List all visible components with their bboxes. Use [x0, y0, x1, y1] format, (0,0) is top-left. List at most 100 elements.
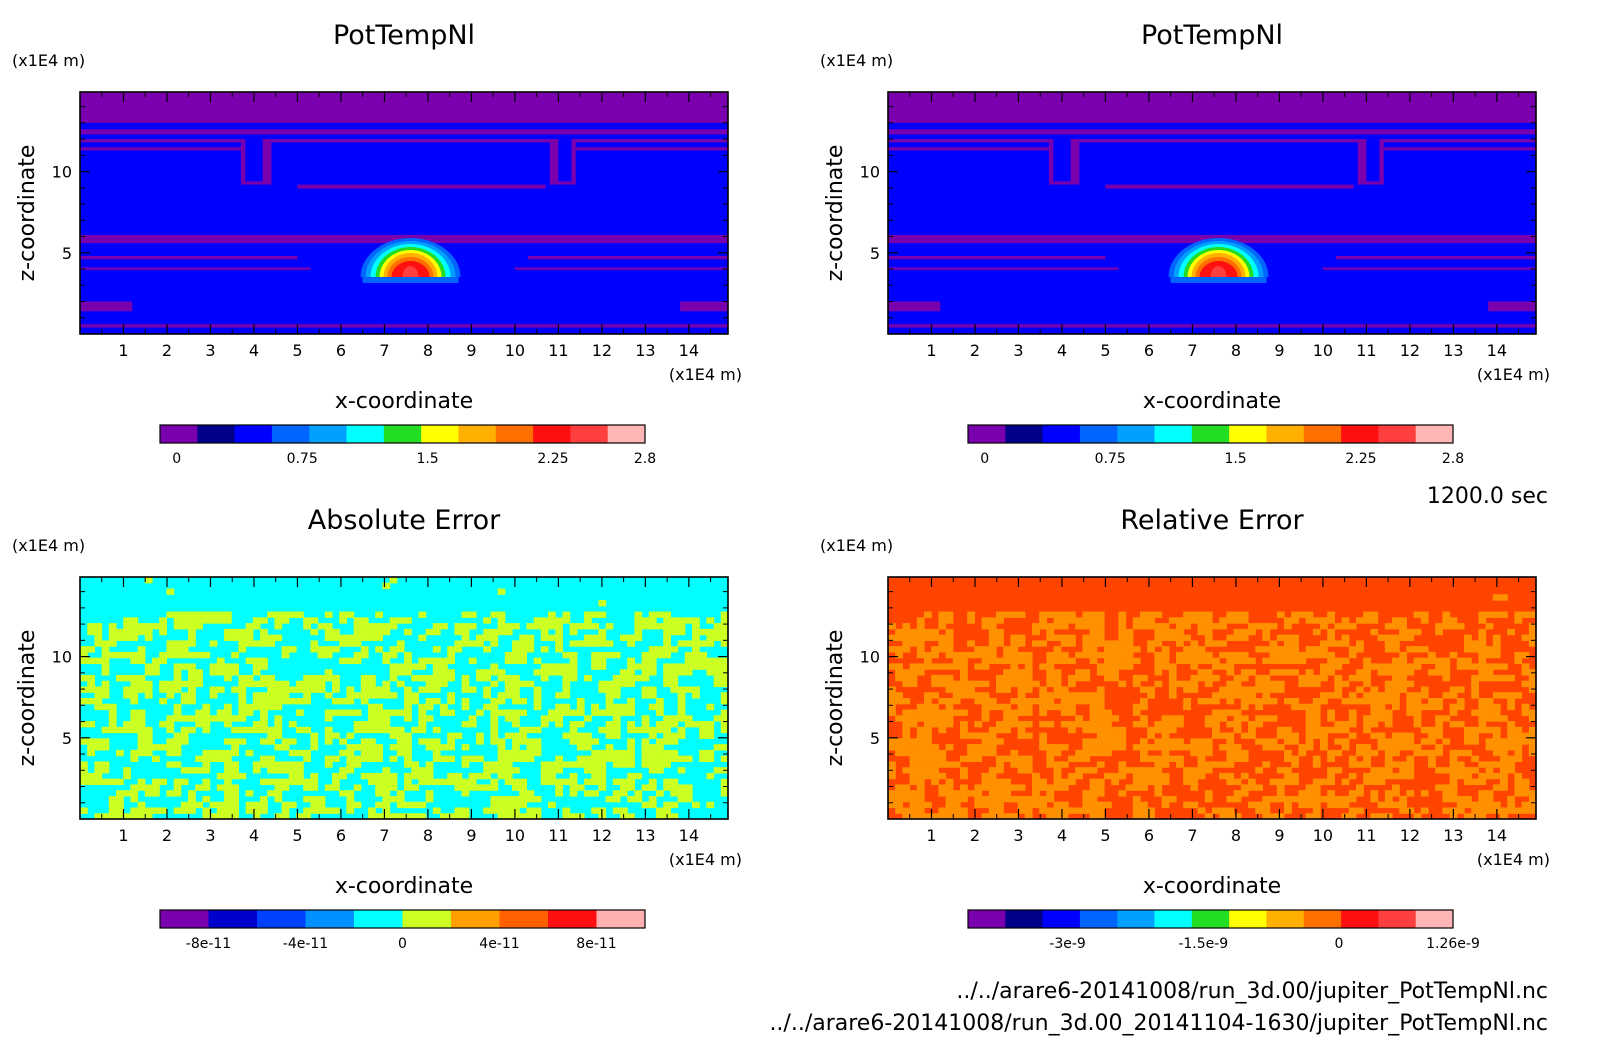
- noise-cell: [960, 692, 968, 699]
- colorbar-swatch: [1079, 910, 1118, 928]
- noise-cell: [1435, 715, 1443, 722]
- noise-cell: [339, 698, 347, 705]
- noise-cell: [1068, 703, 1076, 711]
- noise-cell: [1406, 669, 1415, 676]
- noise-cell: [706, 801, 715, 809]
- noise-cell: [1284, 738, 1292, 745]
- noise-cell: [1226, 611, 1235, 618]
- colorbar-swatch: [271, 425, 310, 443]
- contour-band: [245, 139, 263, 182]
- noise-cell: [360, 744, 369, 751]
- noise-cell: [1320, 744, 1328, 751]
- noise-cell: [497, 698, 506, 705]
- noise-cell: [627, 674, 635, 682]
- noise-cell: [605, 795, 614, 803]
- noise-cell: [555, 663, 563, 670]
- noise-cell: [1024, 732, 1033, 739]
- noise-cell: [1060, 721, 1069, 728]
- noise-cell: [180, 680, 189, 688]
- noise-cell: [209, 611, 218, 618]
- noise-cell: [159, 651, 167, 659]
- noise-cell: [260, 698, 268, 705]
- noise-cell: [490, 761, 499, 768]
- noise-cell: [1147, 726, 1155, 734]
- noise-cell: [1111, 651, 1119, 659]
- noise-cell: [641, 801, 650, 809]
- noise-cell: [548, 801, 556, 809]
- noise-cell: [1276, 634, 1285, 641]
- noise-cell: [677, 726, 686, 734]
- noise-cell: [1017, 755, 1026, 762]
- noise-cell: [519, 755, 527, 762]
- noise-cell: [960, 807, 968, 814]
- noise-cell: [404, 784, 412, 791]
- noise-cell: [180, 715, 189, 722]
- x-tick-label: 14: [1487, 826, 1507, 845]
- noise-cell: [1017, 698, 1026, 705]
- noise-cell: [1485, 709, 1494, 716]
- noise-cell: [144, 784, 153, 791]
- noise-cell: [1212, 698, 1220, 705]
- noise-cell: [231, 749, 239, 757]
- noise-cell: [1219, 732, 1227, 739]
- noise-cell: [1003, 646, 1011, 653]
- noise-cell: [1514, 738, 1523, 745]
- noise-cell: [663, 721, 671, 728]
- noise-cell: [1377, 698, 1386, 705]
- noise-cell: [1399, 686, 1407, 693]
- noise-cell: [260, 703, 268, 711]
- noise-cell: [1096, 813, 1105, 819]
- noise-cell: [188, 790, 196, 797]
- noise-cell: [1032, 790, 1040, 797]
- noise-cell: [1010, 646, 1019, 653]
- noise-cell: [238, 698, 247, 705]
- noise-cell: [296, 709, 304, 716]
- noise-cell: [1161, 651, 1170, 659]
- noise-cell: [1514, 744, 1523, 751]
- noise-cell: [1514, 784, 1523, 791]
- noise-cell: [137, 749, 146, 757]
- noise-cell: [677, 698, 686, 705]
- noise-cell: [1276, 784, 1285, 791]
- noise-cell: [1068, 640, 1076, 647]
- noise-cell: [584, 623, 592, 630]
- colorbar-tick-label: -3e-9: [1049, 936, 1086, 952]
- noise-cell: [1435, 726, 1443, 734]
- noise-cell: [612, 686, 621, 693]
- noise-cell: [1111, 778, 1119, 786]
- contour-band: [80, 324, 728, 328]
- noise-cell: [1240, 755, 1249, 762]
- noise-cell: [1197, 767, 1206, 774]
- noise-cell: [1147, 744, 1155, 751]
- noise-cell: [490, 784, 499, 791]
- noise-cell: [432, 669, 441, 676]
- noise-cell: [1140, 674, 1148, 682]
- noise-cell: [1248, 721, 1256, 728]
- noise-cell: [209, 715, 218, 722]
- noise-cell: [895, 795, 903, 803]
- noise-cell: [952, 709, 961, 716]
- noise-cell: [1492, 640, 1501, 647]
- noise-cell: [238, 640, 247, 647]
- noise-cell: [1075, 749, 1083, 757]
- noise-cell: [382, 813, 391, 819]
- noise-cell: [260, 674, 268, 682]
- noise-cell: [1024, 686, 1033, 693]
- noise-cell: [130, 726, 139, 734]
- noise-cell: [418, 686, 427, 693]
- noise-cell: [1046, 698, 1055, 705]
- noise-cell: [425, 703, 434, 711]
- noise-cell: [1442, 669, 1451, 676]
- noise-cell: [512, 749, 520, 757]
- noise-cell: [137, 674, 146, 682]
- noise-cell: [641, 617, 650, 624]
- noise-cell: [974, 646, 983, 653]
- noise-cell: [1276, 813, 1285, 819]
- noise-cell: [1284, 795, 1292, 803]
- noise-cell: [454, 640, 463, 647]
- noise-cell: [1233, 709, 1242, 716]
- noise-cell: [1255, 703, 1263, 711]
- noise-cell: [461, 698, 470, 705]
- noise-cell: [1168, 686, 1177, 693]
- noise-cell: [1082, 807, 1091, 814]
